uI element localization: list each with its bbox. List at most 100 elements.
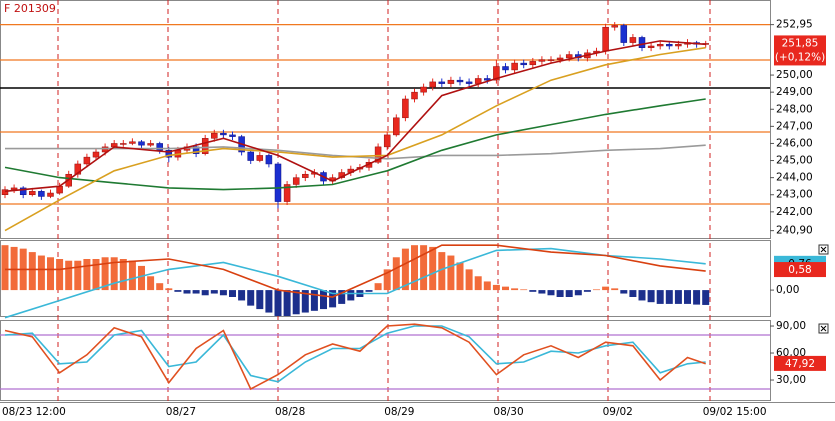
x-tick-label: 08/23 12:00 [2, 406, 66, 418]
histogram-bar [674, 290, 682, 304]
histogram-bar [101, 257, 109, 291]
histogram-bar [92, 259, 100, 291]
candle-body [402, 98, 409, 119]
histogram-bar [565, 290, 573, 297]
candle-body [666, 44, 673, 47]
candle-body [547, 59, 555, 61]
histogram-bar [483, 281, 491, 291]
indicator-line [4, 98, 706, 191]
y-tick-label: 30,00 [776, 374, 806, 386]
histogram-bar [28, 252, 36, 291]
histogram-bar [684, 290, 691, 304]
candle-body [411, 91, 418, 100]
histogram-bar [56, 259, 64, 291]
histogram-bar [365, 290, 373, 292]
histogram-bar [374, 283, 382, 291]
histogram-bar [620, 290, 628, 294]
candle-body [229, 134, 236, 137]
candle-body [29, 191, 36, 195]
x-tick-label: 09/02 15:00 [703, 406, 767, 418]
close-button[interactable] [818, 244, 829, 255]
y-tick-label: 250,00 [776, 69, 813, 81]
histogram-bar [37, 255, 45, 291]
histogram-bar [128, 260, 136, 291]
candle-body [656, 44, 664, 47]
histogram-bar [438, 252, 446, 291]
x-tick-label: 08/30 [493, 406, 523, 418]
histogram-bar [638, 290, 646, 301]
candle-body [556, 57, 564, 60]
candle-body [302, 173, 309, 178]
value-box [774, 35, 826, 66]
candle-body [493, 66, 500, 81]
candle-body [19, 187, 27, 195]
histogram-bar [347, 290, 355, 301]
candle-body [538, 59, 546, 62]
candle-body [465, 81, 473, 84]
histogram-bar [201, 290, 209, 296]
histogram-bar [629, 290, 637, 297]
candle-body [565, 54, 573, 59]
histogram-bar [665, 290, 673, 304]
y-tick-label: 244,00 [776, 172, 813, 184]
histogram-bar [538, 290, 546, 294]
histogram-bar [338, 290, 346, 304]
candle-body [429, 81, 436, 88]
histogram-bar [174, 290, 182, 292]
histogram-bar [383, 269, 391, 291]
histogram-bar [420, 245, 428, 291]
histogram-bar [556, 290, 564, 297]
histogram-bar [392, 257, 400, 291]
histogram-bar [401, 248, 409, 291]
histogram-bar [520, 289, 528, 291]
candle-body [292, 177, 300, 185]
candle-body [383, 134, 391, 148]
histogram-bar [83, 259, 91, 291]
histogram-bar [219, 290, 227, 296]
histogram-bar [310, 290, 318, 311]
candle-body [56, 185, 63, 194]
y-tick-label: 90,00 [776, 320, 806, 332]
close-button[interactable] [818, 323, 829, 334]
candle-body [629, 37, 637, 43]
x-tick-label: 08/28 [275, 406, 305, 418]
histogram-bar [329, 290, 337, 308]
y-tick-label: 240,90 [776, 225, 813, 237]
histogram-bar [647, 290, 655, 303]
candle-body [529, 61, 537, 66]
candle-body [447, 79, 455, 84]
candle-body [502, 66, 509, 71]
histogram-bar [611, 288, 619, 291]
candle-body [520, 62, 527, 66]
histogram-bar [210, 290, 218, 294]
histogram-bar [547, 290, 555, 296]
candle-body [456, 79, 464, 83]
histogram-bar [320, 290, 327, 310]
candle-body [74, 163, 82, 175]
y-tick-label: 252,95 [776, 19, 813, 31]
x-tick-label: 09/02 [603, 406, 633, 418]
histogram-bar [456, 262, 464, 291]
histogram-bar [110, 257, 118, 291]
y-tick-label: 242,00 [776, 206, 813, 218]
histogram-bar [411, 245, 418, 291]
candle-body [602, 26, 609, 52]
stoch-panel [0, 320, 771, 401]
chart-title: F 201309 [4, 2, 56, 15]
histogram-bar [502, 286, 509, 291]
histogram-bar [183, 290, 191, 294]
histogram-bar [74, 260, 82, 291]
candle-body [38, 191, 45, 197]
x-tick-label: 08/29 [384, 406, 414, 418]
candle-body [256, 155, 264, 161]
value-box-label: 251,85 [782, 37, 819, 49]
histogram-bar [529, 290, 537, 292]
histogram-bar [593, 289, 600, 291]
histogram-bar [47, 257, 54, 291]
price-panel [0, 0, 771, 239]
candle-body [83, 156, 91, 165]
candle-body [220, 132, 227, 136]
candle-body [438, 81, 446, 84]
